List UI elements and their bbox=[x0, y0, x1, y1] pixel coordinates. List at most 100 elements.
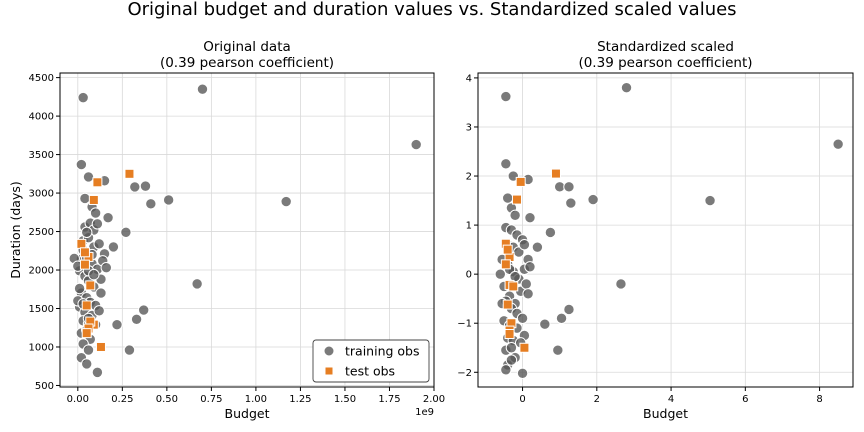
y-tick-label: 4 bbox=[466, 73, 472, 84]
y-tick-label: 3 bbox=[466, 122, 472, 133]
x-tick-label: 0.25 bbox=[111, 394, 133, 405]
training-obs-point bbox=[91, 366, 104, 379]
x-tick-label: 1.25 bbox=[289, 394, 311, 405]
standardized-scaled-panel: Standardized scaled(0.39 pearson coeffic… bbox=[457, 39, 854, 421]
test-obs-point bbox=[81, 328, 92, 339]
y-tick-label: 2 bbox=[466, 172, 472, 183]
test-obs-point bbox=[508, 281, 519, 292]
training-obs-point bbox=[145, 198, 157, 210]
test-obs-point bbox=[550, 168, 561, 179]
x-offset-label: 1e9 bbox=[415, 407, 434, 418]
training-obs-point bbox=[81, 226, 93, 239]
test-obs-point bbox=[85, 280, 96, 291]
x-tick-label: 0.50 bbox=[156, 394, 178, 405]
test-obs-point bbox=[76, 238, 87, 249]
training-obs-point bbox=[565, 197, 577, 209]
plot-area-frame bbox=[59, 72, 435, 388]
legend-training-marker bbox=[323, 345, 335, 357]
figure-suptitle: Original budget and duration values vs. … bbox=[127, 0, 736, 20]
y-tick-label: 2500 bbox=[29, 227, 54, 238]
training-obs-point bbox=[89, 207, 102, 219]
test-obs-series bbox=[500, 168, 561, 353]
y-tick-label: 1500 bbox=[29, 304, 54, 315]
x-axis-label: Budget bbox=[643, 406, 688, 421]
x-tick-label: 8 bbox=[816, 394, 822, 405]
training-obs-point bbox=[120, 226, 132, 239]
test-obs-series bbox=[76, 168, 135, 352]
training-obs-point bbox=[494, 268, 506, 280]
y-tick-label: 3500 bbox=[29, 150, 54, 161]
test-obs-point bbox=[88, 194, 99, 205]
legend-training-label: training obs bbox=[345, 344, 420, 359]
training-obs-point bbox=[539, 318, 551, 330]
y-tick-label: 1000 bbox=[29, 342, 54, 353]
training-obs-point bbox=[280, 195, 292, 208]
test-obs-point bbox=[511, 194, 522, 205]
x-tick-label: 1.75 bbox=[378, 394, 400, 405]
training-obs-point bbox=[563, 303, 575, 316]
test-obs-point bbox=[79, 247, 90, 258]
training-obs-point bbox=[162, 194, 175, 206]
x-tick-label: 4 bbox=[668, 394, 674, 405]
training-obs-point bbox=[93, 238, 105, 250]
x-tick-label: 1.50 bbox=[334, 394, 356, 405]
training-obs-point bbox=[832, 138, 844, 150]
training-obs-point bbox=[518, 239, 531, 251]
training-obs-point bbox=[191, 278, 203, 290]
training-obs-point bbox=[524, 212, 536, 224]
x-tick-label: 0.75 bbox=[200, 394, 222, 405]
training-obs-point bbox=[130, 313, 143, 325]
training-obs-point bbox=[75, 158, 88, 171]
training-obs-point bbox=[500, 364, 512, 376]
y-tick-label: −1 bbox=[457, 319, 472, 330]
training-obs-point bbox=[107, 241, 120, 253]
training-obs-point bbox=[531, 241, 544, 253]
training-obs-point bbox=[563, 181, 575, 193]
y-tick-label: 3000 bbox=[29, 189, 54, 200]
training-obs-point bbox=[500, 90, 512, 103]
training-obs-point bbox=[81, 358, 93, 370]
training-obs-point bbox=[552, 344, 564, 356]
training-obs-point bbox=[100, 262, 113, 274]
x-tick-label: 6 bbox=[742, 394, 748, 405]
test-obs-point bbox=[515, 176, 526, 187]
training-obs-point bbox=[77, 91, 89, 104]
x-tick-label: 0 bbox=[519, 394, 525, 405]
test-obs-point bbox=[124, 168, 135, 179]
original-data-panel: Original data(0.39 pearson coefficient) 0… bbox=[8, 39, 445, 421]
x-axis-label: Budget bbox=[225, 406, 270, 421]
training-obs-point bbox=[139, 180, 152, 192]
test-obs-point bbox=[81, 300, 92, 311]
test-obs-point bbox=[502, 299, 513, 310]
y-tick-label: 4000 bbox=[29, 112, 54, 123]
training-obs-point bbox=[500, 158, 512, 170]
x-tick-label: 2 bbox=[594, 394, 600, 405]
training-obs-point bbox=[82, 171, 95, 183]
legend-box bbox=[312, 339, 430, 383]
training-obs-point bbox=[587, 193, 599, 206]
training-obs-point bbox=[520, 278, 532, 290]
training-obs-point bbox=[138, 304, 150, 316]
training-obs-point bbox=[555, 312, 568, 325]
training-obs-point bbox=[524, 261, 536, 273]
training-obs-point bbox=[111, 318, 123, 331]
training-obs-point bbox=[95, 287, 107, 299]
x-tick-label: 1.00 bbox=[245, 394, 267, 405]
legend-test-marker bbox=[324, 366, 334, 376]
y-tick-label: 2000 bbox=[29, 266, 54, 277]
test-obs-point bbox=[519, 342, 530, 353]
legend-test-label: test obs bbox=[345, 364, 395, 379]
panel-subtitle: (0.39 pearson coefficient) bbox=[578, 55, 752, 71]
panel-title: Standardized scaled bbox=[597, 39, 734, 55]
x-tick-label: 0.00 bbox=[67, 394, 89, 405]
training-obs-point bbox=[544, 226, 557, 239]
y-tick-label: 0 bbox=[466, 270, 472, 281]
training-obs-point bbox=[615, 278, 627, 290]
training-obs-point bbox=[505, 354, 518, 366]
x-tick-label: 2.00 bbox=[423, 394, 445, 405]
test-obs-point bbox=[500, 259, 511, 270]
test-obs-point bbox=[502, 244, 513, 255]
y-tick-label: 4500 bbox=[29, 73, 54, 84]
test-obs-point bbox=[79, 259, 90, 270]
